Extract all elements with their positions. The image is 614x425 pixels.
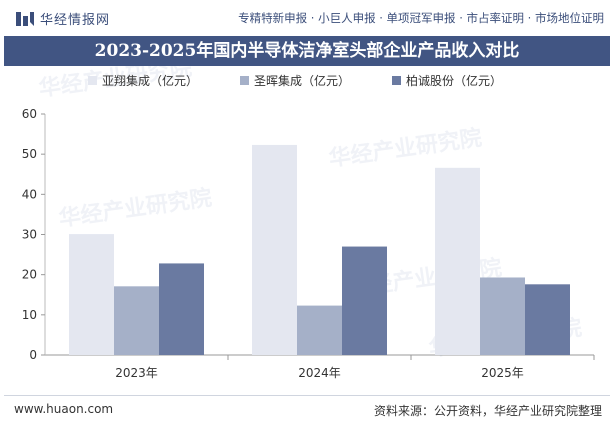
bar: [480, 277, 525, 355]
logo-icon: [16, 11, 34, 26]
y-tick-label: 0: [29, 348, 37, 362]
watermark-text: 华经产业研究院: [57, 185, 213, 232]
bar: [435, 167, 480, 355]
legend-swatch: [240, 76, 249, 85]
site-url[interactable]: www.huaon.com: [14, 402, 114, 416]
x-tick-label: 2023年: [115, 366, 158, 380]
y-tick-label: 30: [22, 228, 37, 242]
watermark-text: 华经产业研究院: [327, 125, 483, 172]
x-tick-label: 2025年: [481, 366, 524, 380]
bar-chart: 华经产业研究院华经产业研究院华经产业研究院华经产业研究院华经产业研究院 亚翔集成…: [22, 66, 595, 380]
y-tick-label: 60: [22, 107, 37, 121]
bars: [69, 144, 570, 355]
footer-divider: [4, 395, 610, 396]
footer: www.huaon.com 资料来源：公开资料，华经产业研究院整理: [0, 395, 614, 425]
brand-name: 华经情报网: [40, 13, 111, 28]
legend-label: 亚翔集成（亿元）: [102, 73, 198, 88]
axes: 0 10 20 30 40 50 60 2023年 2024年 2025年: [22, 107, 595, 380]
service-tags: 专精特新申报 · 小巨人申报 · 单项冠军申报 · 市占率证明 · 市场地位证明: [238, 11, 604, 25]
legend-swatch: [392, 76, 401, 85]
chart-title: 2023-2025年国内半导体洁净室头部企业产品收入对比: [4, 36, 610, 66]
legend-label: 柏诚股份（亿元）: [406, 73, 502, 88]
brand-logo[interactable]: 华经情报网: [16, 9, 110, 28]
bar: [297, 305, 342, 355]
y-tick-label: 10: [22, 308, 37, 322]
legend: 亚翔集成（亿元） 圣晖集成（亿元） 柏诚股份（亿元）: [88, 73, 502, 88]
bar: [69, 234, 114, 355]
legend-swatch: [88, 76, 97, 85]
y-tick-label: 50: [22, 147, 37, 161]
bar: [342, 246, 387, 355]
header: 华经情报网 专精特新申报 · 小巨人申报 · 单项冠军申报 · 市占率证明 · …: [0, 0, 614, 36]
bar: [252, 144, 297, 355]
bar: [114, 286, 159, 355]
y-tick-label: 40: [22, 187, 37, 201]
bar: [525, 284, 570, 355]
legend-label: 圣晖集成（亿元）: [254, 73, 350, 88]
x-tick-label: 2024年: [298, 366, 341, 380]
y-tick-label: 20: [22, 268, 37, 282]
data-source: 资料来源：公开资料，华经产业研究院整理: [373, 404, 602, 418]
bar: [159, 263, 204, 355]
